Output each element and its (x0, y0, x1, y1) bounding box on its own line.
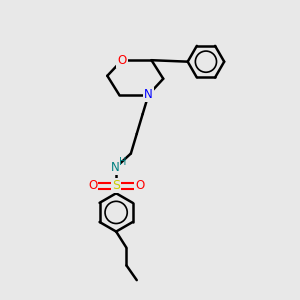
Text: O: O (135, 179, 144, 192)
Text: N: N (144, 88, 153, 101)
Text: N: N (111, 160, 120, 174)
Text: O: O (88, 179, 97, 192)
Text: S: S (112, 179, 120, 192)
Text: O: O (117, 54, 127, 67)
Text: H: H (119, 157, 126, 167)
